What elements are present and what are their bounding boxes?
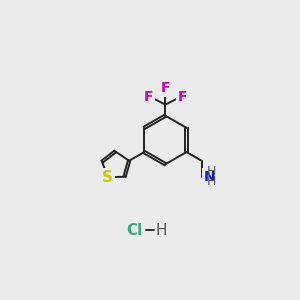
Text: H: H [155, 223, 166, 238]
Text: H: H [207, 176, 216, 188]
Text: N: N [203, 170, 215, 184]
Text: H: H [207, 165, 216, 178]
Text: F: F [178, 90, 187, 104]
Text: S: S [102, 170, 113, 185]
Text: Cl: Cl [126, 223, 142, 238]
Text: F: F [144, 90, 153, 104]
Text: F: F [160, 81, 170, 95]
